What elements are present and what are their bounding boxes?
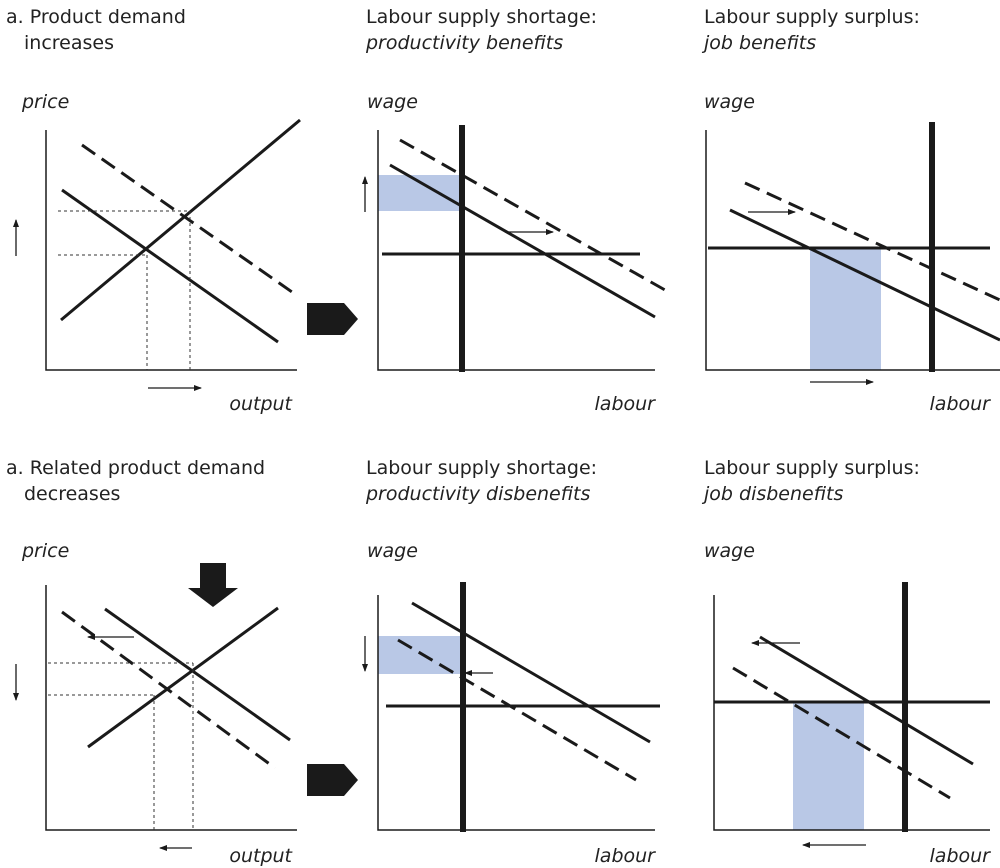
panel-shortage-productivity-disbenefits: Labour supply shortage: productivity dis… [362,457,660,867]
supply-curve [87,606,279,749]
supply-curve [60,118,301,322]
axes [377,595,655,831]
y-axis-label: wage [367,540,418,562]
labour-demand-curve [729,208,1000,342]
wage-loss-area [378,636,463,674]
x-axis-label: labour [930,845,992,867]
demand-curve-shifted [61,610,276,770]
x-axis-label: labour [595,393,657,415]
demand-curve [61,188,279,344]
panel-title: Labour supply shortage: [366,457,597,479]
labour-demand-curve-shifted [397,638,637,782]
panel-title: Labour supply shortage: [366,6,597,28]
equilibrium-guides [58,210,191,370]
panel-shortage-productivity-benefits: Labour supply shortage: productivity ben… [362,6,666,415]
y-axis-label: wage [367,91,418,113]
axes [45,130,297,371]
demand-curve-shifted [81,143,293,294]
labour-demand-curve [411,601,651,744]
panel-title-line-2: increases [24,32,114,54]
axes [377,130,655,371]
axes [45,585,297,831]
panel-title: Labour supply surplus: [704,457,920,479]
y-axis-label: wage [704,540,755,562]
equilibrium-guides [48,662,194,830]
panel-subtitle: job benefits [701,32,816,54]
panel-title-line-1: a. Related product demand [6,457,265,479]
labour-demand-curve-shifted [732,666,951,800]
panel-title: Labour supply surplus: [704,6,920,28]
row-1: a. Product demand increases price output… [6,6,1000,415]
employment-loss-area [793,702,864,830]
labour-demand-curve-shifted [399,138,666,292]
x-axis-label: output [229,393,293,415]
x-axis-label: labour [595,845,657,867]
panel-surplus-job-disbenefits: Labour supply surplus: job disbenefits w… [701,457,991,867]
panel-title-line-1: a. Product demand [6,6,186,28]
demand-curve [104,607,291,742]
panel-subtitle: productivity benefits [365,32,563,54]
y-axis-label: price [21,540,69,562]
panel-related-product-demand-decrease: a. Related product demand decreases pric… [6,457,297,867]
panel-title-line-2: decreases [24,483,120,505]
axes [705,130,1000,371]
y-axis-label: price [21,91,69,113]
y-axis-label: wage [704,91,755,113]
axes [713,595,990,831]
wage-gain-area [378,175,462,211]
flow-arrow-right [307,303,358,335]
panel-subtitle: productivity disbenefits [365,483,590,505]
flow-arrow-down [188,563,238,607]
row-2: a. Related product demand decreases pric… [6,457,991,867]
x-axis-label: labour [930,393,992,415]
panel-surplus-job-benefits: Labour supply surplus: job benefits wage… [701,6,1000,415]
panel-product-demand-increase: a. Product demand increases price output [6,6,301,415]
panel-subtitle: job disbenefits [701,483,843,505]
labour-demand-curve [759,635,974,766]
flow-arrow-right [307,764,358,796]
x-axis-label: output [229,845,293,867]
employment-gain-area [810,248,881,370]
labour-demand-curve [389,163,656,319]
